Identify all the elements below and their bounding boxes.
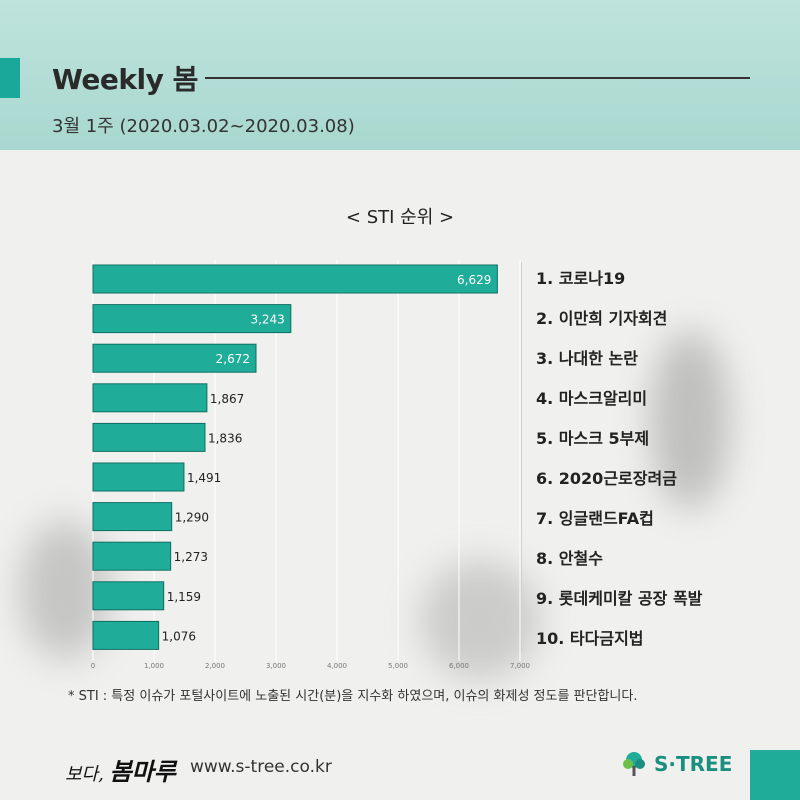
ranking-item: 3. 나대한 논란 [536,349,638,368]
bar [92,462,185,492]
brand-name: 봄마루 [109,757,176,786]
stree-logo: S·TREE [620,750,732,778]
date-range: 3월 1주 (2020.03.02~2020.03.08) [52,116,355,137]
x-tick-label: 2,000 [205,662,225,670]
bar [92,264,498,294]
chart-title: < STI 순위 > [345,207,455,228]
bar [92,343,257,373]
bar [92,541,172,571]
x-tick-label: 5,000 [388,662,408,670]
website-link[interactable]: www.s-tree.co.kr [190,757,332,777]
x-tick-label: 0 [91,662,95,670]
bar [92,383,208,413]
bar [92,581,165,611]
bar [92,304,292,334]
bar-value-label: 1,273 [174,550,208,564]
bar [92,620,160,650]
x-tick-label: 1,000 [144,662,164,670]
bar-value-label: 1,076 [162,629,196,643]
logo-text: S·TREE [654,752,733,776]
x-tick-label: 7,000 [510,662,530,670]
ranking-item: 6. 2020근로장려금 [536,469,677,488]
bar-value-label: 1,867 [210,392,244,406]
footnote: * STI : 특정 이슈가 포털사이트에 노출된 시간(분)을 지수화 하였으… [68,689,638,704]
x-tick-label: 4,000 [327,662,347,670]
bar-value-label: 6,629 [457,273,491,287]
bar-value-label: 1,491 [187,471,221,485]
ranking-item: 7. 잉글랜드FA컵 [536,509,654,528]
brand-signature: 보다, 봄마루 [65,752,176,787]
bar-value-label: 1,159 [167,590,201,604]
corner-accent [750,750,800,800]
bar-value-label: 1,290 [175,511,209,525]
bar [92,502,173,532]
accent-bar [0,58,20,98]
bar-value-label: 3,243 [250,313,284,327]
background-blur [650,330,730,510]
brand-prefix: 보다, [65,764,104,785]
ranking-item: 1. 코로나19 [536,269,626,288]
page-title: Weekly 봄 [52,63,198,96]
ranking-item: 8. 안철수 [536,549,603,568]
bar-value-label: 1,836 [208,431,242,445]
bar [92,422,206,452]
x-tick-label: 3,000 [266,662,286,670]
ranking-list: 1. 코로나19 2. 이만희 기자회견 3. 나대한 논란 4. 마스크알리미 5. … [536,262,702,662]
ranking-item: 4. 마스크알리미 [536,389,648,408]
ranking-item: 9. 롯데케미칼 공장 폭발 [536,589,703,608]
bar-chart: 0 1,000 2,000 3,000 4,000 5,000 6,000 7,000 6,62… [91,260,530,670]
header-band [0,0,800,150]
tree-icon [623,752,645,776]
ranking-divider [521,262,522,652]
ranking-item: 5. 마스크 5부제 [536,429,650,448]
ranking-item: 2. 이만희 기자회견 [536,309,668,328]
title-divider [205,77,750,79]
ranking-item: 10. 타다금지법 [536,629,644,648]
x-tick-label: 6,000 [449,662,469,670]
bar-value-label: 2,672 [216,352,250,366]
